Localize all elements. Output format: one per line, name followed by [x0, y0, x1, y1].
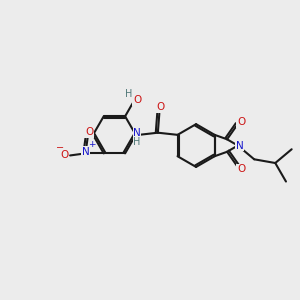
Text: +: + — [88, 140, 96, 149]
Text: O: O — [85, 127, 93, 137]
Text: H: H — [133, 137, 141, 147]
Text: O: O — [237, 164, 245, 174]
Text: O: O — [157, 103, 165, 112]
Text: N: N — [236, 140, 244, 151]
Text: O: O — [133, 95, 141, 105]
Text: −: − — [56, 143, 64, 153]
Text: H: H — [125, 89, 133, 99]
Text: N: N — [82, 147, 89, 157]
Text: N: N — [133, 128, 141, 138]
Text: O: O — [61, 151, 69, 160]
Text: O: O — [237, 117, 245, 127]
